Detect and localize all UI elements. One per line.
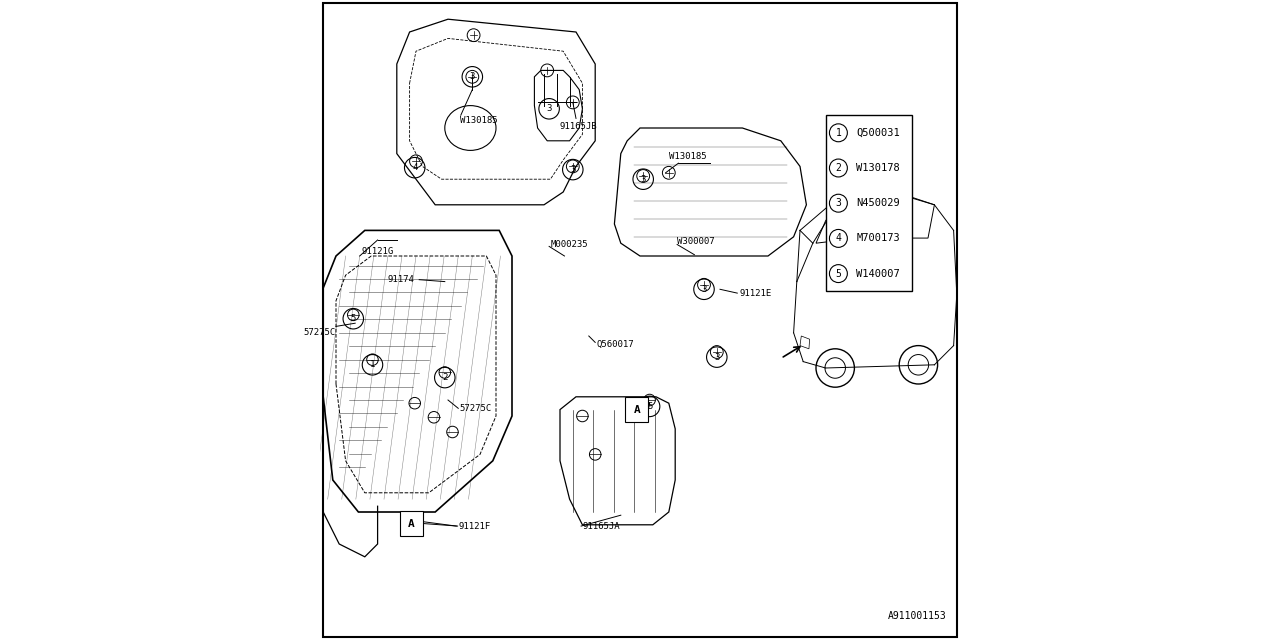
Text: 4: 4 — [836, 234, 841, 243]
Text: 4: 4 — [412, 163, 417, 172]
Text: 57275C: 57275C — [303, 328, 335, 337]
Text: 3: 3 — [570, 165, 576, 174]
Text: A: A — [408, 518, 415, 529]
Text: A: A — [634, 404, 640, 415]
Text: W130178: W130178 — [856, 163, 900, 173]
Text: 3: 3 — [836, 198, 841, 208]
Text: 3: 3 — [547, 104, 552, 113]
Text: W140007: W140007 — [856, 269, 900, 278]
Text: 5: 5 — [646, 402, 653, 411]
Text: W130185: W130185 — [668, 152, 707, 161]
Text: W300007: W300007 — [677, 237, 714, 246]
Text: Q500031: Q500031 — [856, 128, 900, 138]
Text: M700173: M700173 — [856, 234, 900, 243]
Text: 3: 3 — [714, 353, 719, 362]
Text: 91165JB: 91165JB — [561, 122, 598, 131]
Text: 91165JA: 91165JA — [582, 522, 620, 531]
Text: 1: 1 — [836, 128, 841, 138]
Text: 91174: 91174 — [388, 275, 415, 284]
Text: 1: 1 — [370, 360, 375, 369]
Text: A911001153: A911001153 — [888, 611, 947, 621]
Text: W130185: W130185 — [460, 116, 497, 125]
Text: 3: 3 — [701, 285, 707, 294]
Text: 3: 3 — [470, 72, 475, 81]
Text: M000235: M000235 — [550, 240, 588, 249]
Text: Q560017: Q560017 — [596, 340, 634, 349]
Text: 2: 2 — [442, 373, 448, 382]
Text: N450029: N450029 — [856, 198, 900, 208]
FancyBboxPatch shape — [625, 397, 648, 422]
Text: 2: 2 — [836, 163, 841, 173]
Text: 91121F: 91121F — [458, 522, 490, 531]
FancyBboxPatch shape — [826, 115, 911, 291]
FancyBboxPatch shape — [399, 511, 422, 536]
Text: 3: 3 — [640, 175, 646, 184]
Text: 5: 5 — [836, 269, 841, 278]
Text: 57275C: 57275C — [460, 404, 492, 413]
Text: 91121E: 91121E — [740, 289, 772, 298]
Text: 5: 5 — [351, 314, 356, 323]
Text: 91121G: 91121G — [362, 247, 394, 256]
